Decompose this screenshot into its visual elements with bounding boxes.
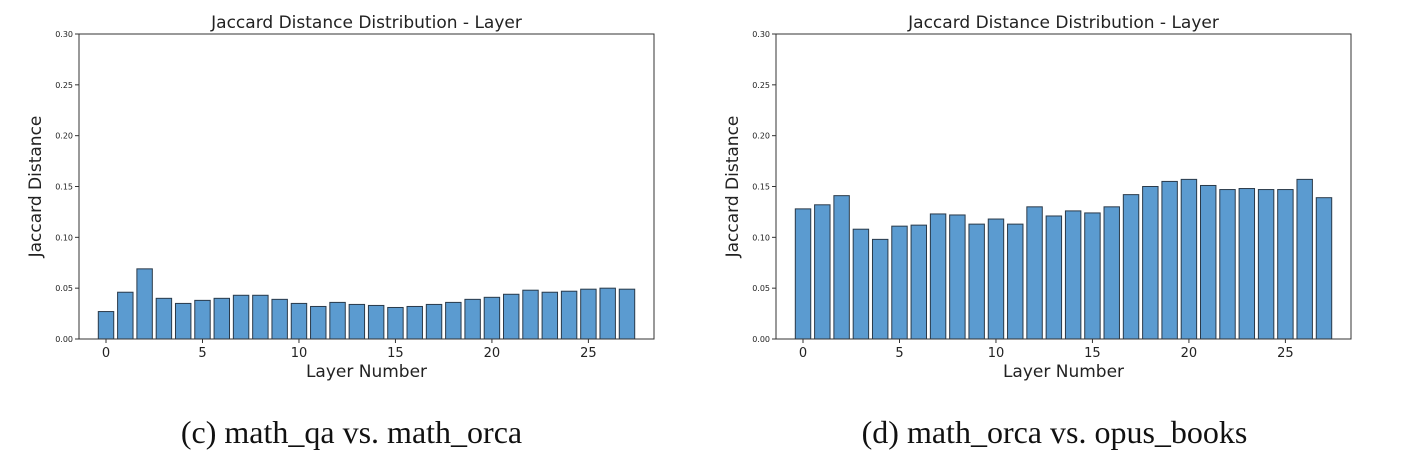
x-tick-label: 0 [799,346,807,361]
x-tick-label: 10 [291,346,308,361]
bar [232,294,250,340]
y-axis-label: Jaccard Distance [26,116,46,259]
bar [310,305,327,340]
chart-title: Jaccard Distance Distribution - Layer [907,13,1219,33]
bar [1257,189,1275,340]
x-axis-label: Layer Number [306,362,427,382]
bar [1084,212,1101,340]
y-tick-label: 0.30 [55,30,73,39]
y-tick-label: 0.10 [55,233,73,242]
y-tick-label: 0.05 [55,284,73,293]
bar [968,223,985,340]
y-tick-label: 0.00 [752,335,770,344]
bar [1026,206,1043,340]
x-tick-label: 0 [102,346,110,361]
bar [1103,206,1120,340]
bar [560,290,578,340]
x-tick-label: 20 [484,346,501,361]
bar [987,218,1005,340]
bar [1161,180,1178,340]
bar [794,208,812,340]
bar [1064,210,1082,340]
bar [833,195,850,340]
bar [329,301,346,340]
chart-title: Jaccard Distance Distribution - Layer [210,13,522,33]
bar-chart-d: Jaccard Distance Distribution - Layer 0.0… [723,13,1352,382]
bar [194,299,211,340]
bar [871,238,889,340]
bar [406,305,423,340]
bar [599,287,616,340]
x-tick-label: 10 [988,346,1005,361]
bar [483,296,501,340]
x-tick-label: 25 [580,346,597,361]
y-tick-label: 0.25 [752,81,770,90]
y-tick-label: 0.20 [55,132,73,141]
y-tick-label: 0.05 [752,284,770,293]
x-tick-label: 5 [895,346,903,361]
y-tick-label: 0.10 [752,233,770,242]
x-tick-label: 5 [198,346,206,361]
x-tick-label: 20 [1181,346,1198,361]
bar-chart-c: Jaccard Distance Distribution - Layer 0.0… [26,13,655,382]
bar [1007,223,1024,340]
chart-panel-c: Jaccard Distance Distribution - Layer 0.0… [26,13,655,450]
x-tick-label: 15 [387,346,404,361]
bar [1238,188,1256,340]
y-tick-label: 0.20 [752,132,770,141]
bar [155,297,173,340]
bar [174,302,192,340]
bar [1296,178,1313,340]
y-tick-label: 0.15 [752,183,770,192]
bar [1142,186,1159,340]
x-tick-label: 25 [1277,346,1294,361]
y-axis-label: Jaccard Distance [723,116,743,259]
bar [1180,178,1198,340]
bar [814,204,831,340]
chart-panel-d: Jaccard Distance Distribution - Layer 0.0… [703,0,1406,472]
bar [445,301,462,340]
bar [541,291,559,340]
bar [1200,184,1217,340]
figure-caption-d: (d) math_orca vs. opus_books [861,414,1248,450]
bar [387,306,404,340]
bar [1315,197,1333,340]
bar [503,293,520,340]
y-tick-label: 0.25 [55,81,73,90]
bar [949,214,966,340]
bar [852,228,870,340]
bar [910,224,928,340]
bar [522,289,539,340]
bar [367,304,385,340]
bar [213,297,231,340]
bar [271,298,288,340]
bar [464,298,481,340]
y-tick-label: 0.30 [752,30,770,39]
bar [348,303,366,340]
bar [252,294,269,340]
bar [290,302,308,340]
bar [1045,215,1063,340]
figure-caption-c: (c) math_qa vs. math_orca [180,414,523,450]
bar [580,288,597,340]
y-tick-label: 0.15 [55,183,73,192]
x-axis-label: Layer Number [1003,362,1124,382]
bar [136,268,153,340]
bar [117,291,134,340]
bar [1219,189,1236,340]
bar [97,311,115,340]
bar [1122,194,1140,340]
bar [1277,189,1294,340]
y-tick-label: 0.00 [55,335,73,344]
bar [891,225,908,340]
bar [929,213,947,340]
bar [618,288,636,340]
x-tick-label: 15 [1084,346,1101,361]
bar [425,303,443,340]
